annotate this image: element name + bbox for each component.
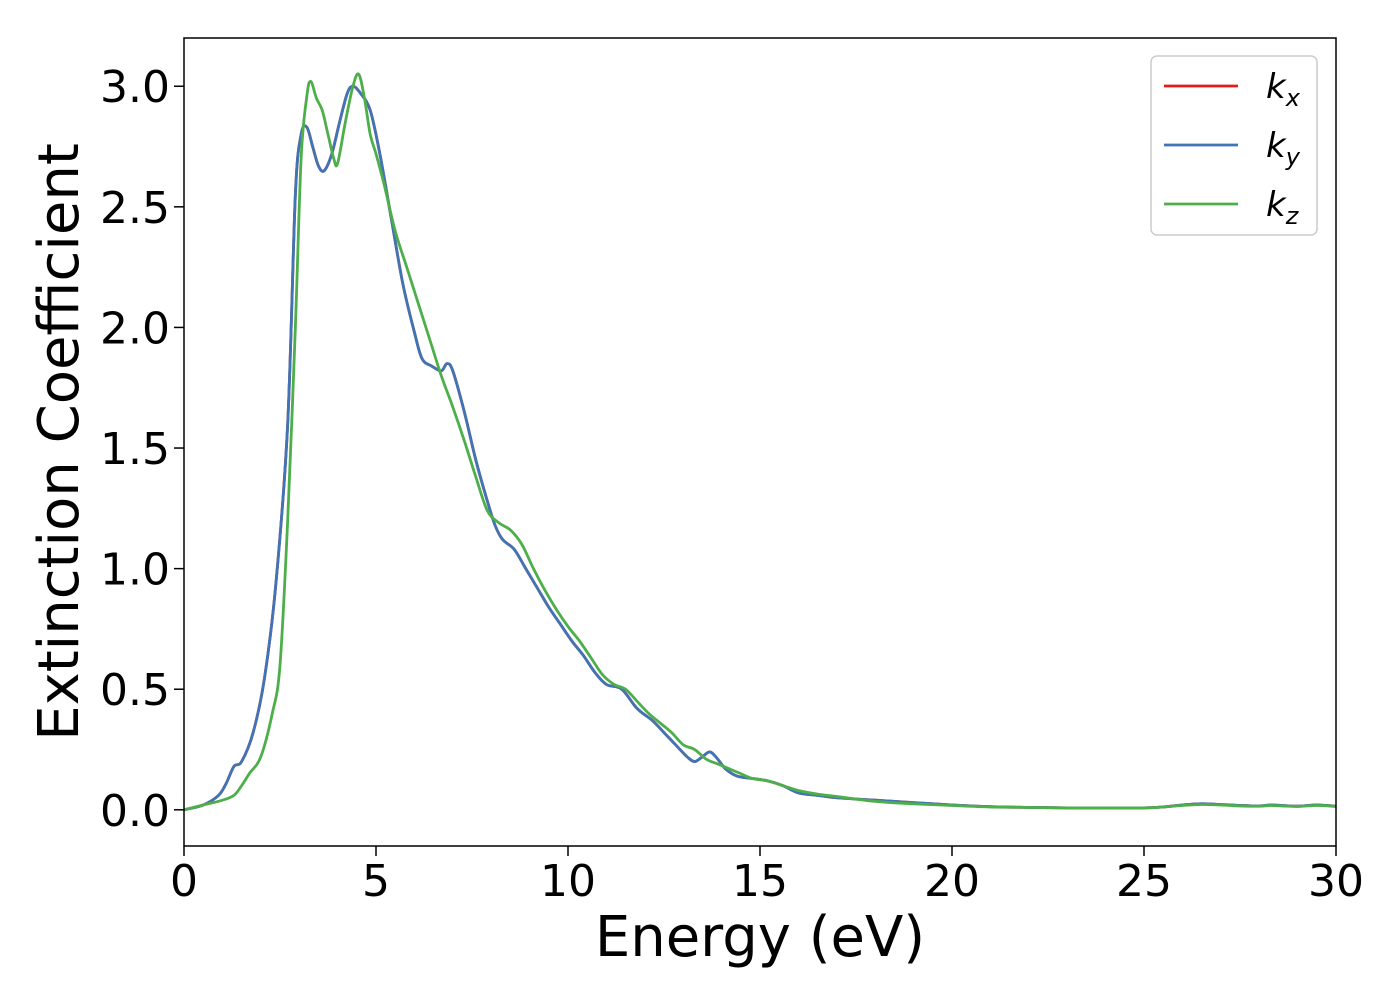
y-tick-label: 0.5 (100, 665, 170, 716)
series-layer (184, 72, 1336, 812)
y-tick-label: 1.5 (100, 424, 170, 475)
x-tick-label: 30 (1308, 856, 1364, 907)
y-tick-label: 0.0 (100, 786, 170, 837)
x-tick-label: 10 (540, 856, 596, 907)
legend-label: kz (1266, 185, 1300, 230)
x-tick-label: 25 (1116, 856, 1172, 907)
y-tick-label: 2.0 (100, 303, 170, 354)
y-tick-label: 1.0 (100, 545, 170, 596)
legend-entry-ky: ky (1164, 126, 1301, 171)
x-tick-label: 20 (924, 856, 980, 907)
x-axis-label: Energy (eV) (595, 905, 925, 970)
x-tick-label: 5 (362, 856, 390, 907)
x-tick-label: 15 (732, 856, 788, 907)
series-line-kz (184, 72, 1336, 812)
legend-label: ky (1266, 126, 1301, 171)
y-tick-label: 3.0 (100, 62, 170, 113)
legend-entry-kx: kx (1164, 67, 1301, 112)
x-tick-label: 0 (170, 856, 198, 907)
legend-label: kx (1266, 67, 1301, 112)
axis-ticks: 0 5 10 15 20 25 30 0.0 0.5 1.0 1.5 2.0 2.5 3.0 (100, 62, 1364, 907)
y-axis-label: Extinction Coefficient (27, 143, 92, 741)
legend-entry-kz: kz (1164, 185, 1300, 230)
y-tick-label: 2.5 (100, 183, 170, 234)
legend: kx ky kz (1150, 55, 1318, 236)
